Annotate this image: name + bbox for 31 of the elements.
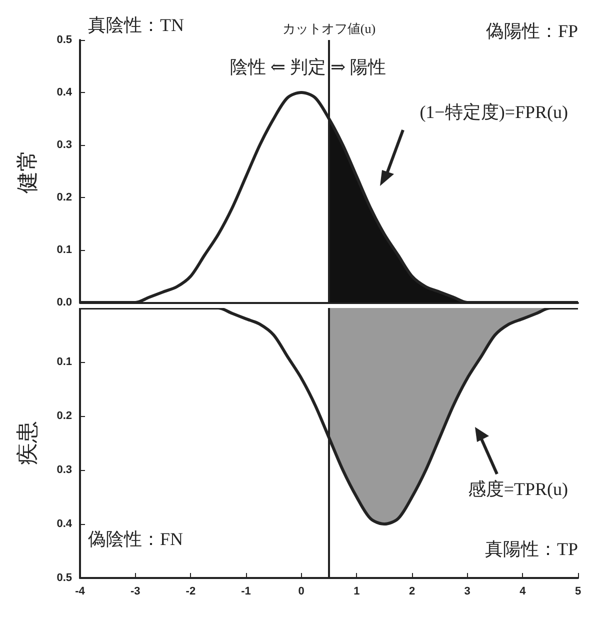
y-axis-title: 疾患 <box>14 421 40 465</box>
ref-line-label: カットオフ値(u) <box>282 21 376 36</box>
x-tick-label: 1 <box>354 586 360 598</box>
annotation: 真陽性：TP <box>484 539 578 559</box>
y-tick-label: 0.3 <box>56 139 72 151</box>
y-tick-label: 0.3 <box>56 464 72 476</box>
text: 真陰性：TN <box>88 15 184 35</box>
annotation: (1−特定度)=FPR(u) <box>420 102 568 122</box>
y-tick-label: 0.5 <box>56 572 72 584</box>
x-tick-label: 0 <box>298 586 304 598</box>
y-tick-label: 0.4 <box>56 518 73 530</box>
x-tick-label: -1 <box>241 586 251 598</box>
x-tick-label: 2 <box>408 586 416 598</box>
annotation: 感度=TPR(u) <box>468 479 568 499</box>
x-tick-label: 4 <box>520 586 527 598</box>
y-axis-title: 健常 <box>14 149 40 194</box>
y-tick-label: 0.1 <box>56 244 72 256</box>
y-tick-label: 0.4 <box>56 86 73 98</box>
annotation: 偽陰性：FN <box>88 529 184 549</box>
annotation: 偽陽性：FP <box>486 21 578 41</box>
annotation: 陰性 ⇐ 判定 ⇒ 陽性 <box>230 57 386 77</box>
x-tick-label: -2 <box>186 586 196 598</box>
x-tick-label: 3 <box>464 586 470 598</box>
y-tick-label: 0.2 <box>56 192 72 204</box>
y-tick-label: 0.1 <box>56 356 72 368</box>
x-tick-label: 5 <box>574 586 582 598</box>
y-tick-label: 0.2 <box>56 410 72 422</box>
y-tick-label: 0.5 <box>56 34 72 46</box>
x-tick-label: -3 <box>130 586 140 598</box>
x-tick-label: -4 <box>75 586 86 598</box>
y-tick-label: 0.0 <box>56 296 72 308</box>
